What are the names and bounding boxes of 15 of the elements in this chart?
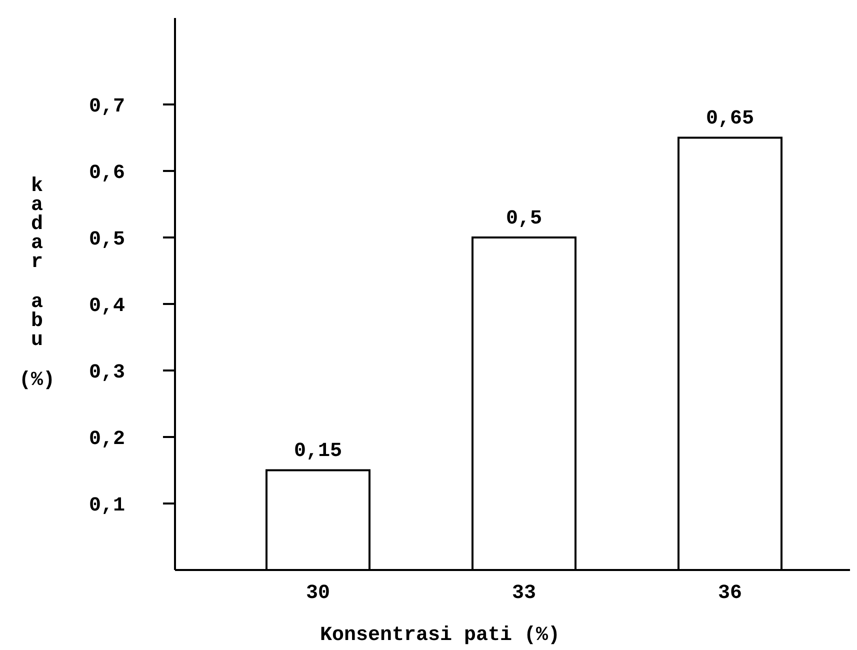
y-tick-label: 0,4 — [88, 294, 126, 318]
y-tick-label: 0,1 — [88, 494, 126, 518]
x-tick-label: 36 — [718, 582, 742, 605]
x-tick-label: 33 — [512, 582, 536, 605]
text: kadar abu (%) — [18, 175, 56, 392]
y-tick-label: 0,2 — [88, 428, 126, 451]
x-axis-title: Konsentrasi pati (%) — [320, 624, 560, 647]
y-tick-label: 0,6 — [88, 162, 126, 185]
data-label: 0,65 — [706, 108, 754, 131]
y-tick-label: 0,7 — [88, 95, 126, 118]
data-label: 0,5 — [506, 207, 542, 230]
y-tick-label: 0,3 — [88, 361, 126, 384]
data-label: 0,15 — [294, 440, 342, 464]
x-tick-label: 30 — [306, 582, 330, 605]
y-tick-label: 0,5 — [88, 228, 126, 252]
